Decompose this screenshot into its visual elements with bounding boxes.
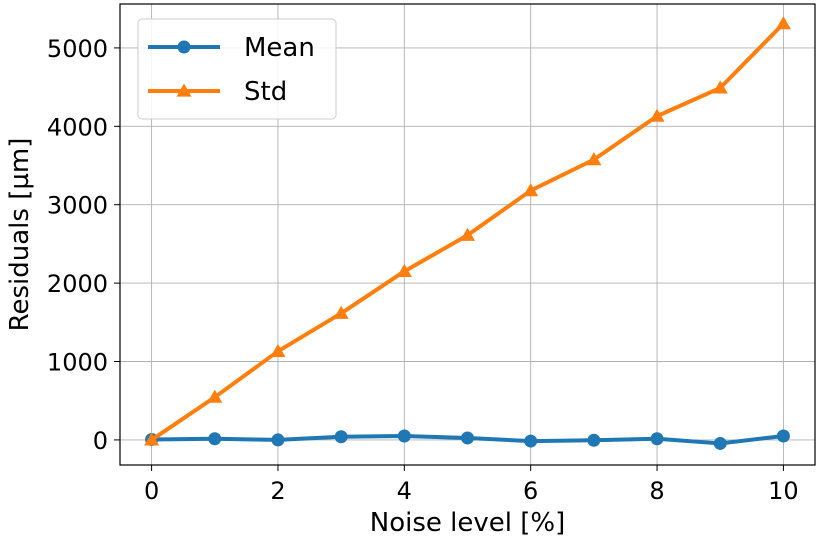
plot-frame: [119, 3, 816, 466]
x-tick-label: 4: [397, 477, 412, 505]
y-tick-label: 2000: [47, 270, 108, 298]
axis-ticks: 0 2 4 6 8 10 0 1000 2000 3000 4000 5000: [47, 35, 799, 505]
data-point-std: [333, 305, 349, 319]
legend-item-mean: Mean: [148, 33, 315, 63]
data-point-std: [207, 389, 223, 403]
series-std: [144, 16, 791, 446]
y-tick-label: 5000: [47, 35, 108, 63]
data-point-std: [586, 152, 602, 166]
legend-label-mean: Mean: [244, 33, 315, 63]
data-point-std: [396, 263, 412, 277]
series-mean: [145, 429, 790, 450]
legend-marker-mean: [177, 40, 191, 54]
y-tick-label: 4000: [47, 113, 108, 141]
data-point-std: [270, 343, 286, 357]
legend-item-std: Std: [148, 77, 287, 107]
x-tick-label: 10: [768, 477, 799, 505]
data-point-std: [144, 432, 160, 446]
data-point-std: [460, 227, 475, 241]
data-point-mean: [271, 433, 285, 447]
legend-marker-std: [176, 83, 192, 97]
y-tick-label: 0: [93, 427, 108, 455]
data-point-mean: [334, 430, 348, 444]
data-point-mean: [650, 432, 664, 446]
y-axis-label: Residuals [µm]: [5, 138, 35, 332]
data-point-std: [712, 80, 728, 94]
data-point-mean: [524, 434, 538, 448]
data-point-mean: [208, 432, 222, 446]
data-point-mean: [776, 429, 790, 443]
legend-label-std: Std: [244, 77, 287, 107]
x-tick-label: 2: [270, 477, 285, 505]
y-tick-label: 3000: [47, 192, 108, 220]
data-point-mean: [587, 433, 601, 447]
data-point-std: [523, 183, 539, 197]
x-tick-label: 0: [144, 477, 159, 505]
y-tick-label: 1000: [47, 349, 108, 377]
x-tick-label: 6: [523, 477, 538, 505]
data-point-std: [775, 16, 791, 30]
data-point-mean: [713, 436, 727, 450]
series-area: [144, 16, 791, 450]
data-point-mean: [461, 431, 474, 445]
legend: Mean Std: [137, 18, 337, 120]
data-point-std: [649, 108, 665, 122]
x-tick-label: 8: [649, 477, 664, 505]
x-axis-label: Noise level [%]: [370, 508, 565, 536]
data-point-mean: [397, 429, 411, 443]
